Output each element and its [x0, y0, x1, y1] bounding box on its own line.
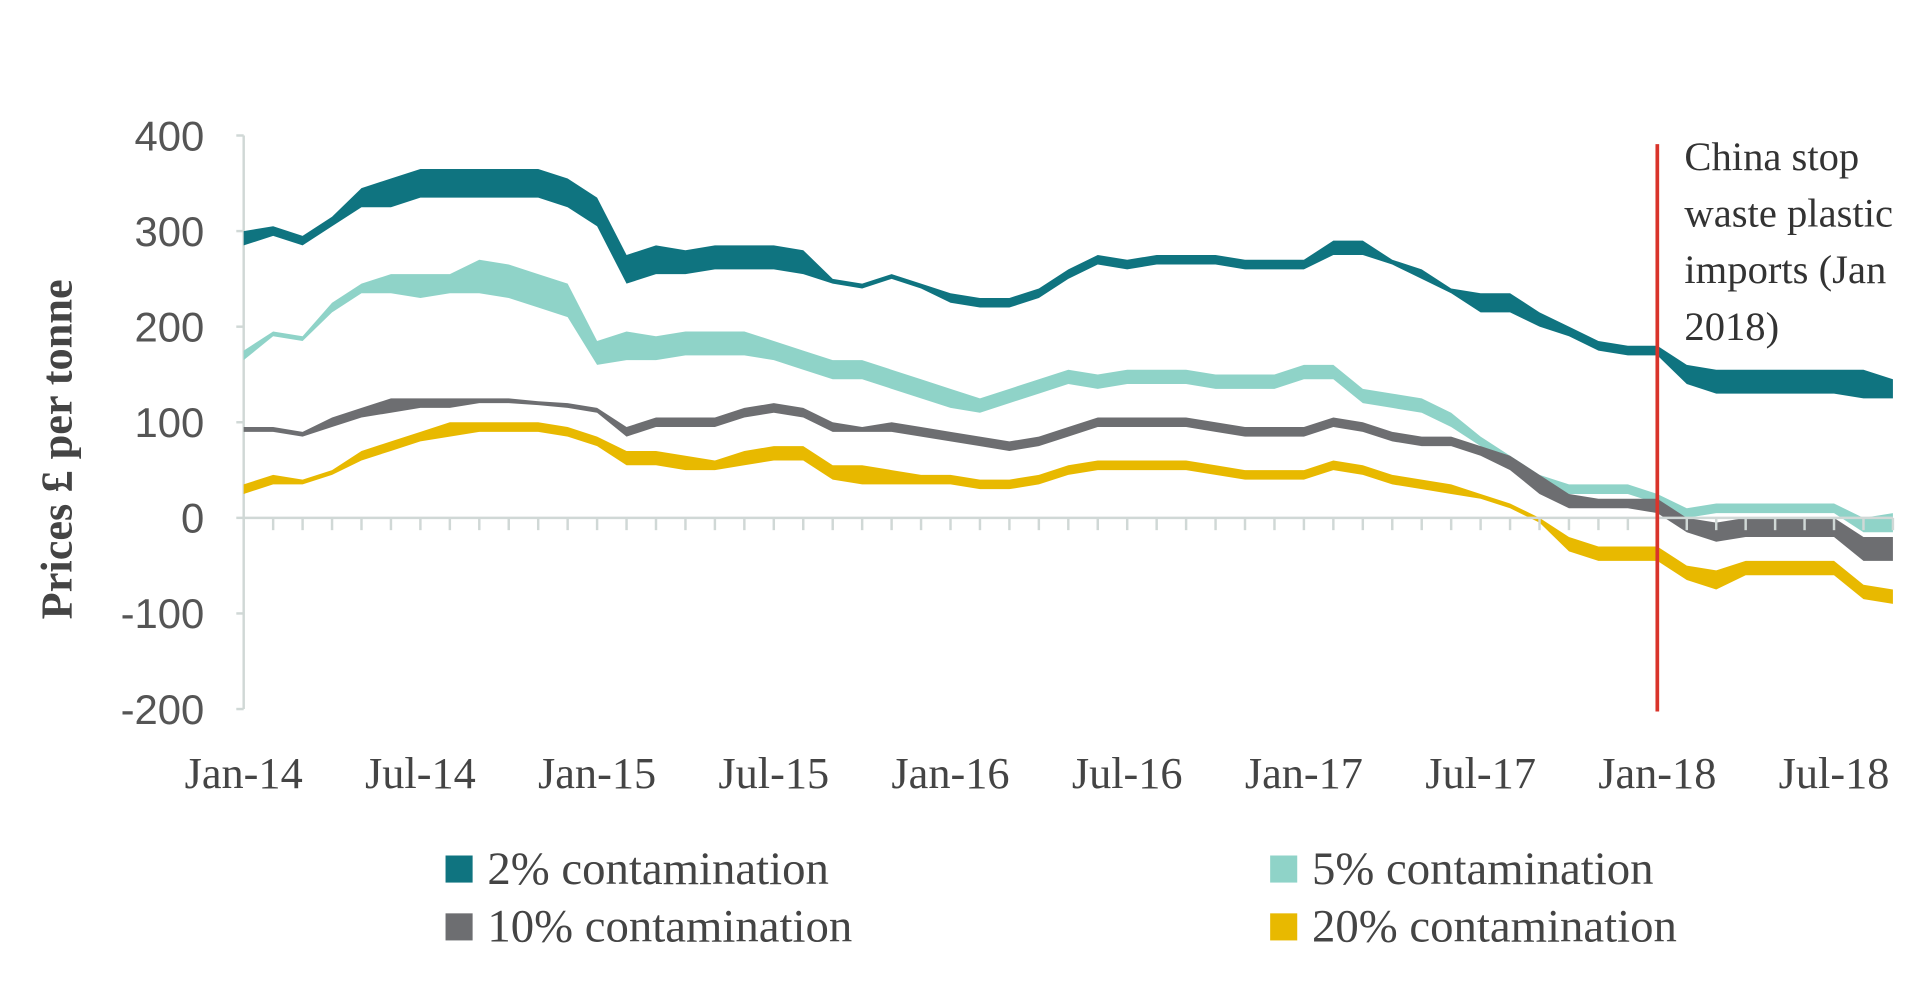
- legend-label: 10% contamination: [487, 901, 852, 953]
- y-tick-label: 400: [135, 112, 205, 159]
- y-axis-label: Prices £ per tonne: [32, 279, 81, 619]
- x-tick-label: Jan-17: [1245, 749, 1363, 798]
- x-tick-label: Jul-14: [365, 749, 476, 798]
- y-tick-label: 200: [135, 303, 205, 350]
- y-tick-label: 300: [135, 208, 205, 255]
- x-tick-label: Jan-16: [891, 749, 1009, 798]
- x-tick-label: Jul-16: [1072, 749, 1183, 798]
- x-tick-label: Jan-14: [185, 749, 303, 798]
- annotation-text: China stop: [1684, 134, 1859, 179]
- y-tick-label: -200: [121, 686, 205, 733]
- range-band: [243, 398, 1893, 561]
- annotation-text: imports (Jan: [1684, 247, 1886, 292]
- x-tick-label: Jul-18: [1779, 749, 1890, 798]
- y-tick-label: 0: [181, 495, 204, 542]
- legend-label: 5% contamination: [1312, 843, 1653, 895]
- x-tick-label: Jul-15: [718, 749, 829, 798]
- x-tick-label: Jan-18: [1598, 749, 1716, 798]
- legend-swatch: [1270, 855, 1298, 883]
- x-tick-label: Jul-17: [1425, 749, 1536, 798]
- annotation-text: waste plastic: [1684, 191, 1893, 236]
- range-band: [243, 168, 1893, 399]
- y-tick-label: -100: [121, 590, 205, 637]
- legend-label: 2% contamination: [487, 843, 828, 895]
- range-band: [243, 259, 1893, 533]
- x-tick-label: Jan-15: [538, 749, 656, 798]
- legend-swatch: [445, 855, 473, 883]
- legend-label: 20% contamination: [1312, 901, 1677, 953]
- y-tick-label: 100: [135, 399, 205, 446]
- annotation-text: 2018): [1684, 304, 1779, 349]
- range-band: [243, 422, 1893, 604]
- legend-swatch: [445, 913, 473, 941]
- legend-swatch: [1270, 913, 1298, 941]
